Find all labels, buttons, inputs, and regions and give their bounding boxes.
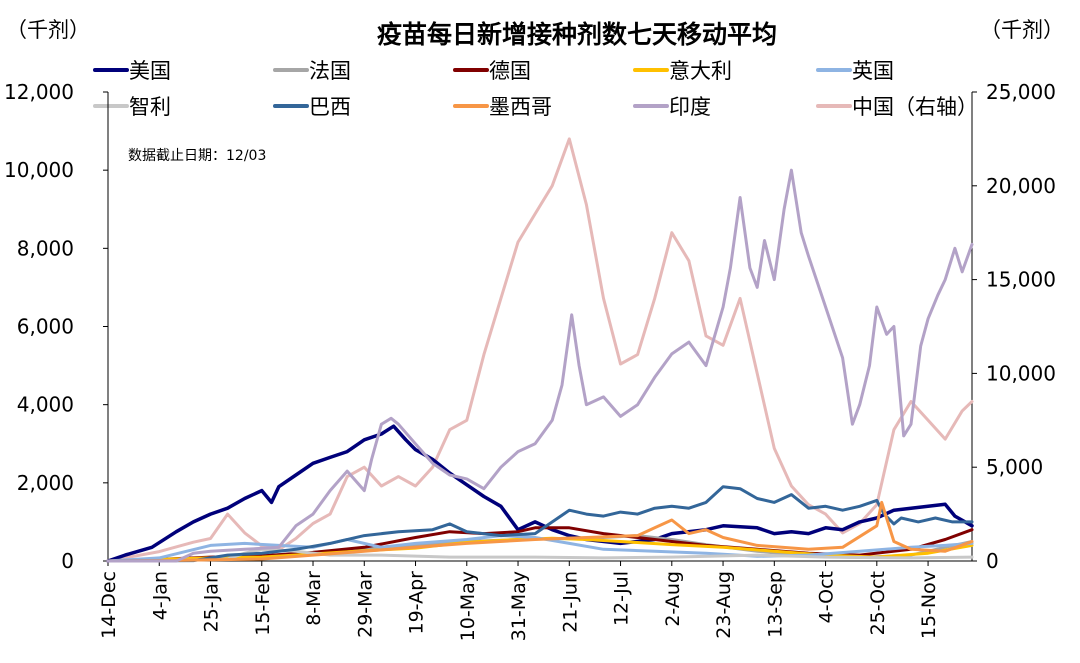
series-line-9 [106,137,974,563]
series-line-4 [106,534,974,563]
right-y-tick-label: 10,000 [986,361,1056,385]
x-tick-label: 15-Nov [918,571,940,639]
x-tick-label: 2-Aug [662,571,684,627]
x-tick-label: 14-Dec [98,571,120,639]
legend-label-0: 美国 [129,59,171,83]
right-y-tick-label: 25,000 [986,80,1056,104]
right-axis-unit: （千剂） [980,18,1064,42]
x-tick-label: 25-Oct [867,571,889,635]
legend-label-2: 德国 [489,59,531,83]
series-line-7 [106,500,974,563]
x-tick-label: 12-Jul [611,571,633,626]
x-tick-label: 4-Oct [816,571,838,623]
x-tick-label: 31-May [508,571,530,641]
x-tick-label: 29-Mar [354,571,376,638]
left-y-tick-label: 10,000 [4,158,74,182]
left-y-tick-label: 6,000 [17,315,74,339]
right-y-tick-label: 15,000 [986,268,1056,292]
legend-label-1: 法国 [309,59,351,83]
legend-label-4: 英国 [852,59,894,83]
x-tick-label: 19-Apr [406,571,428,635]
x-tick-label: 4-Jan [149,571,171,620]
legend-label-5: 智利 [129,95,171,119]
left-y-tick-label: 0 [61,549,74,573]
x-tick-label: 21-Jun [559,571,581,633]
chart-axes: 0 2,000 4,000 6,000 8,000 10,000 12,000 0 5,000 1… [4,80,1056,641]
legend-label-9: 中国（右轴） [852,95,978,119]
x-tick-label: 10-May [457,571,479,641]
data-cutoff-note: 数据截止日期：12/03 [128,148,266,164]
series-line-8 [106,168,974,563]
series-line-0 [106,424,974,563]
left-y-tick-label: 2,000 [17,471,74,495]
legend-label-6: 巴西 [309,95,351,119]
x-tick-label: 8-Mar [303,571,325,626]
legend-label-7: 墨西哥 [489,95,552,119]
left-y-tick-label: 4,000 [17,393,74,417]
x-tick-label: 25-Jan [201,571,223,632]
right-y-tick-label: 5,000 [986,455,1043,479]
left-axis-unit: （千剂） [6,18,90,42]
chart-title: 疫苗每日新增接种剂数七天移动平均 [377,20,777,49]
x-tick-label: 15-Feb [252,571,274,636]
right-y-tick-label: 20,000 [986,174,1056,198]
left-y-tick-label: 12,000 [4,80,74,104]
right-y-tick-label: 0 [986,549,999,573]
left-y-tick-label: 8,000 [17,236,74,260]
x-tick-label: 23-Aug [713,571,735,639]
legend-label-3: 意大利 [669,59,732,83]
x-tick-label: 13-Sep [764,571,786,638]
chart-series [106,137,974,563]
legend-label-8: 印度 [669,95,711,119]
